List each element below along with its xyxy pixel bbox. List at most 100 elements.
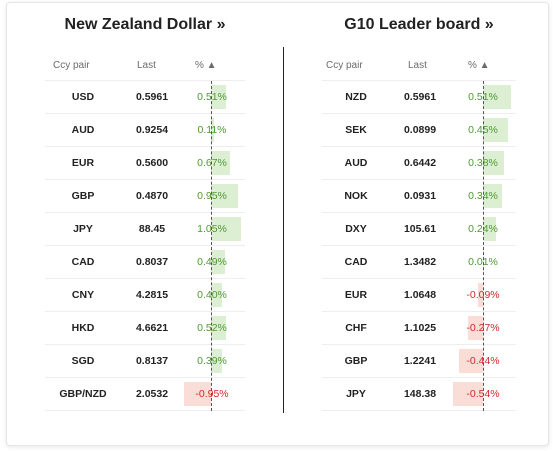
ccy-pair-cell[interactable]: GBP — [71, 190, 95, 202]
last-price-cell: 1.2241 — [403, 355, 437, 367]
last-price-cell: 1.1025 — [403, 322, 437, 334]
change-bar — [458, 349, 483, 373]
nzd-table: Ccy pair Last % ▲ USD 0.5961 0.51% AUD 0.9254 0.… — [45, 51, 245, 411]
change-bar — [211, 217, 241, 241]
table-row[interactable]: JPY 148.38 -0.54% — [322, 378, 516, 411]
ccy-pair-cell[interactable]: CAD — [344, 256, 368, 268]
table-row[interactable]: GBP 0.4870 0.95% — [45, 180, 245, 213]
table-row[interactable]: AUD 0.6442 0.38% — [322, 147, 516, 180]
last-price-cell: 4.6621 — [135, 322, 169, 334]
ccy-pair-cell[interactable]: DXY — [345, 223, 367, 235]
pct-change-cell: 0.95% — [197, 190, 227, 202]
ccy-pair-cell[interactable]: CHF — [345, 322, 367, 334]
last-price-cell: 1.0648 — [403, 289, 437, 301]
table-header: Ccy pair Last % ▲ — [45, 51, 245, 81]
ccy-pair-cell[interactable]: HKD — [71, 322, 95, 334]
table-row[interactable]: USD 0.5961 0.51% — [45, 81, 245, 114]
table-row[interactable]: CAD 0.8037 0.49% — [45, 246, 245, 279]
g10-panel-title-link[interactable]: G10 Leader board » — [344, 16, 494, 33]
last-price-cell: 0.5961 — [403, 91, 437, 103]
table-row[interactable]: AUD 0.9254 0.11% — [45, 114, 245, 147]
last-price-cell: 105.61 — [403, 223, 437, 235]
header-pct[interactable]: % ▲ — [195, 60, 217, 71]
pct-change-cell: 0.40% — [197, 289, 227, 301]
table-row[interactable]: HKD 4.6621 0.52% — [45, 312, 245, 345]
last-price-cell: 1.3482 — [403, 256, 437, 268]
table-row[interactable]: CAD 1.3482 0.01% — [322, 246, 516, 279]
g10-table: Ccy pair Last% ▲ NZD 0.5961 0.51% SEK 0.0899 0.… — [322, 51, 516, 411]
last-price-cell: 0.0931 — [403, 190, 437, 202]
change-bar — [483, 85, 512, 109]
header-last: Last — [408, 60, 427, 71]
change-bar — [211, 250, 225, 274]
last-price-cell: 0.9254 — [135, 124, 169, 136]
last-price-cell: 0.6442 — [403, 157, 437, 169]
ccy-pair-cell[interactable]: CNY — [71, 289, 95, 301]
change-bar — [483, 184, 502, 208]
change-bar — [211, 184, 239, 208]
table-row[interactable]: GBP/NZD 2.0532 -0.95% — [45, 378, 245, 411]
pct-change-cell: 1.05% — [197, 223, 227, 235]
change-bar — [478, 283, 483, 307]
change-bar — [483, 118, 508, 142]
last-price-cell: 0.8037 — [135, 256, 169, 268]
widget-card: New Zealand Dollar » Ccy pair Last % ▲ USD 0… — [6, 2, 549, 446]
ccy-pair-cell[interactable]: USD — [71, 91, 95, 103]
ccy-pair-cell[interactable]: EUR — [71, 157, 95, 169]
ccy-pair-cell[interactable]: GBP/NZD — [59, 388, 107, 400]
header-pair: Ccy pair — [53, 60, 90, 71]
zero-line — [483, 81, 484, 411]
last-price-cell: 0.4870 — [135, 190, 169, 202]
ccy-pair-cell[interactable]: NOK — [344, 190, 368, 202]
pct-change-cell: 0.52% — [197, 322, 227, 334]
ccy-pair-cell[interactable]: CAD — [71, 256, 95, 268]
table-row[interactable]: SGD 0.8137 0.39% — [45, 345, 245, 378]
change-bar — [483, 151, 505, 175]
header-pair: Ccy pair — [326, 60, 363, 71]
header-pct[interactable]: % ▲ — [468, 60, 490, 71]
table-row[interactable]: NZD 0.5961 0.51% — [322, 81, 516, 114]
last-price-cell: 0.0899 — [403, 124, 437, 136]
table-row[interactable]: EUR 1.0648 -0.09% — [322, 279, 516, 312]
panel-divider — [283, 47, 284, 413]
table-row[interactable]: DXY 105.61 0.24% — [322, 213, 516, 246]
change-bar — [211, 118, 215, 142]
ccy-pair-cell[interactable]: SEK — [345, 124, 367, 136]
ccy-pair-cell[interactable]: SGD — [71, 355, 95, 367]
ccy-pair-cell[interactable]: AUD — [71, 124, 95, 136]
pct-change-cell: 0.49% — [197, 256, 227, 268]
table-row[interactable]: CNY 4.2815 0.40% — [45, 279, 245, 312]
ccy-pair-cell[interactable]: JPY — [346, 388, 366, 400]
pct-change-cell: 0.67% — [197, 157, 227, 169]
ccy-pair-cell[interactable]: JPY — [73, 223, 93, 235]
last-price-cell: 2.0532 — [135, 388, 169, 400]
table-row[interactable]: EUR 0.5600 0.67% — [45, 147, 245, 180]
ccy-pair-cell[interactable]: EUR — [344, 289, 368, 301]
change-bar — [211, 85, 226, 109]
last-price-cell: 88.45 — [138, 223, 166, 235]
change-bar — [211, 283, 223, 307]
change-bar — [211, 316, 226, 340]
header-last: Last — [137, 60, 156, 71]
change-bar — [468, 316, 483, 340]
change-bar — [183, 382, 211, 406]
pct-change-cell: 0.51% — [197, 91, 227, 103]
table-row[interactable]: JPY 88.45 1.05% — [45, 213, 245, 246]
last-price-cell: 0.5600 — [135, 157, 169, 169]
table-row[interactable]: CHF 1.1025 -0.27% — [322, 312, 516, 345]
table-row[interactable]: SEK 0.0899 0.45% — [322, 114, 516, 147]
table-row[interactable]: GBP 1.2241 -0.44% — [322, 345, 516, 378]
ccy-pair-cell[interactable]: GBP — [344, 355, 368, 367]
nzd-panel-title-link[interactable]: New Zealand Dollar » — [64, 16, 226, 33]
last-price-cell: 4.2815 — [135, 289, 169, 301]
ccy-pair-cell[interactable]: AUD — [344, 157, 368, 169]
change-bar — [211, 151, 231, 175]
change-bar — [211, 349, 223, 373]
table-row[interactable]: NOK 0.0931 0.34% — [322, 180, 516, 213]
ccy-pair-cell[interactable]: NZD — [345, 91, 367, 103]
change-bar — [483, 217, 497, 241]
pct-change-cell: -0.95% — [195, 388, 229, 400]
zero-line — [211, 81, 212, 411]
last-price-cell: 0.8137 — [135, 355, 169, 367]
last-price-cell: 0.5961 — [135, 91, 169, 103]
